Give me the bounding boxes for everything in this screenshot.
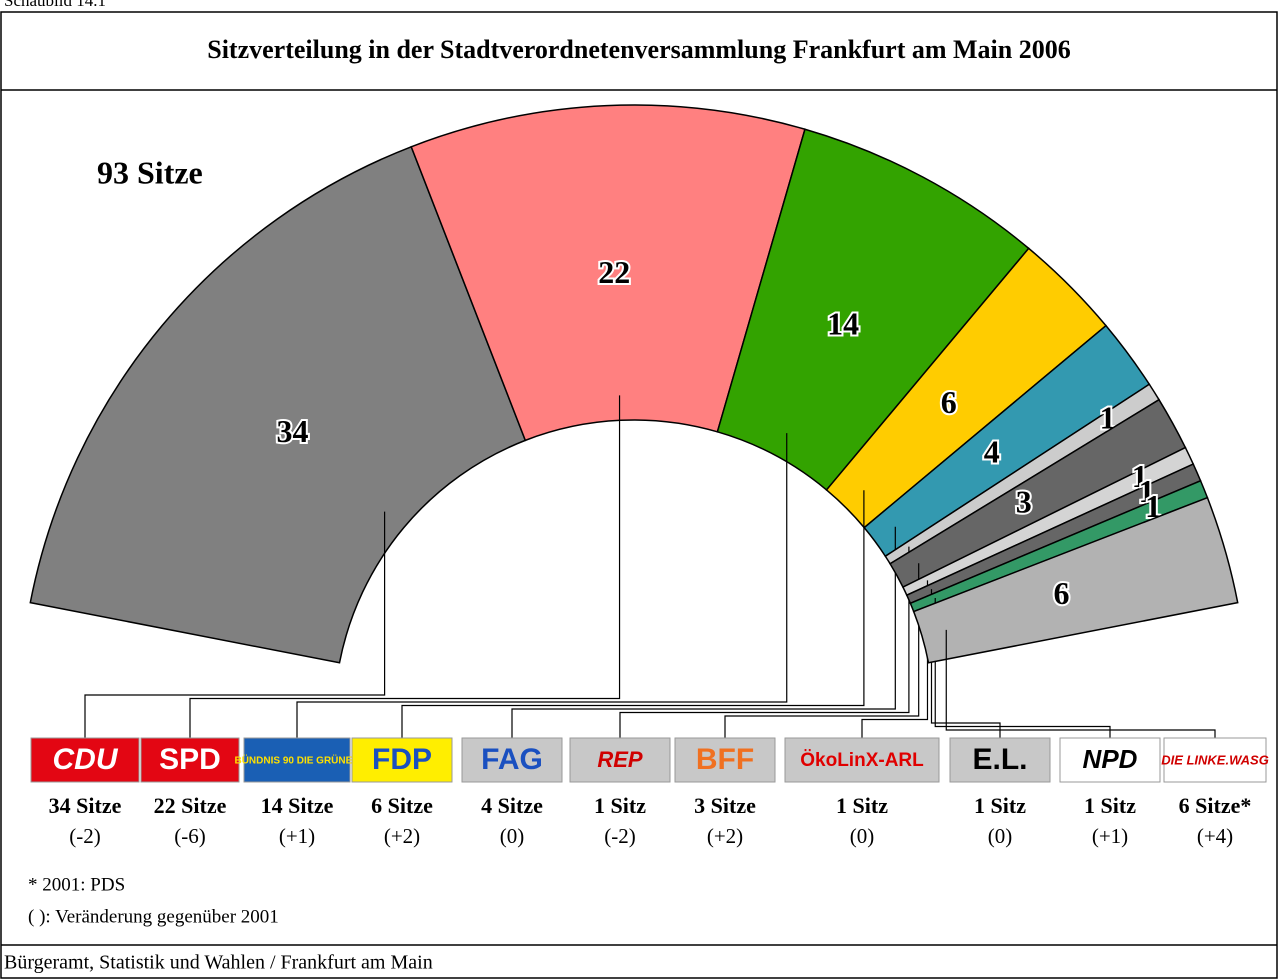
leader-line [724,563,920,738]
party-logo [30,737,140,783]
leader-line [189,395,621,738]
party-name: DIE LINKE.WASG [1161,752,1269,767]
change-label: (-6) [174,824,205,848]
seat-label: 22 Sitze [154,793,227,818]
note: * 2001: PDS [28,874,125,895]
party-name: E.L. [972,743,1027,776]
annotation: 93 Sitze [97,154,203,190]
segment-label: 3 [1016,484,1032,520]
seat-label: 1 Sitz [836,793,888,818]
party-name: BFF [696,743,754,776]
change-label: (+1) [1092,824,1128,848]
seat-label: 4 Sitze [481,793,543,818]
segment-label: 6 [1054,575,1070,611]
seat-label: 6 Sitze* [1179,793,1252,818]
segment-label: 14 [827,306,859,342]
party-logo [674,737,776,783]
leader-line [619,546,910,738]
seat-label: 1 Sitz [974,793,1026,818]
party-name: REP [597,747,643,772]
seat-label: 1 Sitz [1084,793,1136,818]
party-name: ÖkoLinX-ARL [800,750,924,771]
leader-line [511,526,896,738]
change-label: (+2) [707,824,743,848]
party-name: FDP [372,743,432,776]
change-label: (-2) [604,824,635,848]
change-label: (0) [500,824,525,848]
change-label: (+2) [384,824,420,848]
leader-line [934,598,1111,738]
party-name: NPD [1083,744,1138,774]
seat-label: 1 Sitz [594,793,646,818]
change-label: (+1) [279,824,315,848]
party-name: SPD [159,743,221,776]
source: Bürgeramt, Statistik und Wahlen / Frankf… [4,952,433,974]
party-name: FAG [481,743,543,776]
chart-title: Sitzverteilung in der Stadtverordnetenve… [207,35,1070,64]
seat-segment [912,496,1239,664]
segment-label: 4 [984,434,1000,470]
note: ( ): Veränderung gegenüber 2001 [28,906,279,927]
leader-line [84,511,386,738]
seat-label: 34 Sitze [49,793,122,818]
party-logo [351,737,453,783]
party-logo [569,737,671,783]
party-logo [1059,737,1161,783]
party-logo [784,737,940,783]
leader-line [401,490,865,738]
change-label: (0) [850,824,875,848]
segment-label: 22 [598,254,630,290]
change-label: (+4) [1197,824,1233,848]
seat-segment [410,104,806,442]
segment-label: 6 [941,384,957,420]
leader-line [296,433,788,738]
party-logo [140,737,240,783]
party-name: CDU [53,743,119,776]
change-label: (-2) [69,824,100,848]
party-name: BÜNDNIS 90 DIE GRÜNEN [234,754,359,767]
party-logo [243,737,351,783]
change-label: (0) [988,824,1013,848]
seat-label: 6 Sitze [371,793,433,818]
party-logo [461,737,563,783]
segment-label: 34 [277,413,309,449]
frame [0,11,1278,979]
party-logo [949,737,1051,783]
party-logo [1163,737,1267,783]
seat-label: 3 Sitze [694,793,756,818]
header: Schaubild 14.1 [4,0,106,10]
seat-segment [29,145,527,664]
seat-label: 14 Sitze [261,793,334,818]
leader-line [945,629,1216,738]
